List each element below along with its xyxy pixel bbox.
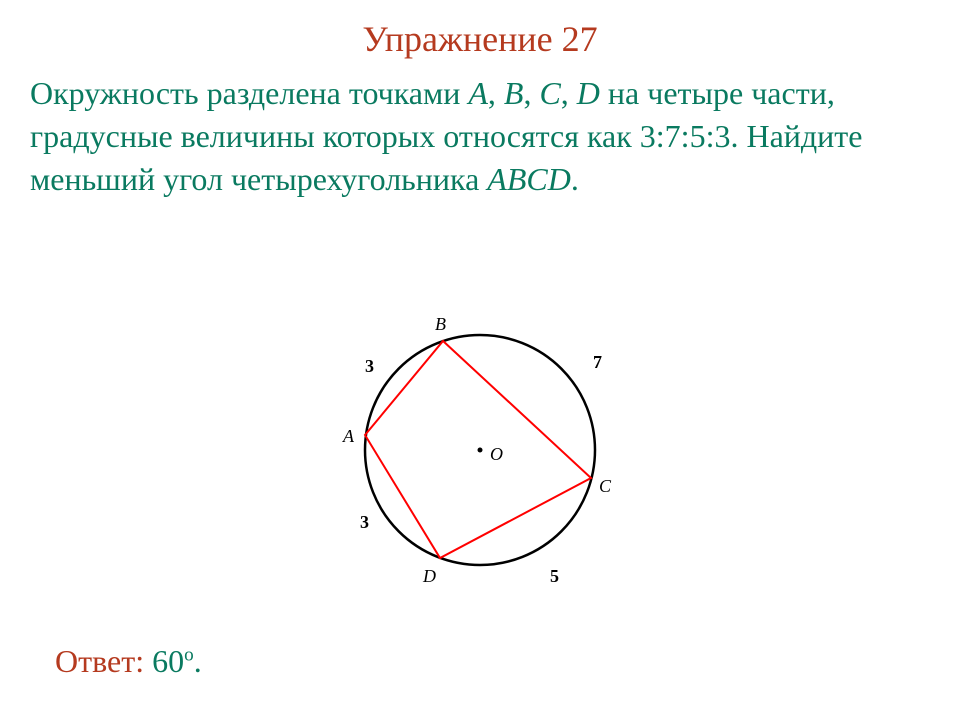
answer-degree: о [184,644,194,665]
sep3: , [561,75,577,111]
slide-title: Упражнение 27 [0,18,960,60]
pt-D: D [577,75,600,111]
label-B: B [435,314,446,334]
answer-line: Ответ: 60о. [55,643,202,680]
pt-A: A [468,75,488,111]
answer-value: 60о. [152,643,202,679]
pt-B: B [504,75,524,111]
problem-end: . [571,161,579,197]
pt-C: C [539,75,560,111]
answer-end: . [194,643,202,679]
answer-num: 60 [152,643,184,679]
label-C: C [599,476,612,496]
problem-prefix: Окружность разделена точками [30,75,468,111]
label-A: A [342,426,355,446]
sep1: , [488,75,504,111]
arc-label-CD: 5 [550,566,559,586]
quad-name: ABCD [487,161,571,197]
diagram-container: A B C D O 3 7 5 3 [315,300,645,600]
arc-label-AB: 3 [365,356,374,376]
arc-label-DA: 3 [360,512,369,532]
diagram-svg: A B C D O 3 7 5 3 [315,300,645,600]
center-dot [478,448,483,453]
label-D: D [422,566,436,586]
arc-label-BC: 7 [593,352,602,372]
label-O: O [490,444,503,464]
problem-text: Окружность разделена точками A, B, C, D … [30,72,910,202]
slide-root: Упражнение 27 Окружность разделена точка… [0,0,960,720]
sep2: , [523,75,539,111]
answer-label: Ответ: [55,643,144,679]
